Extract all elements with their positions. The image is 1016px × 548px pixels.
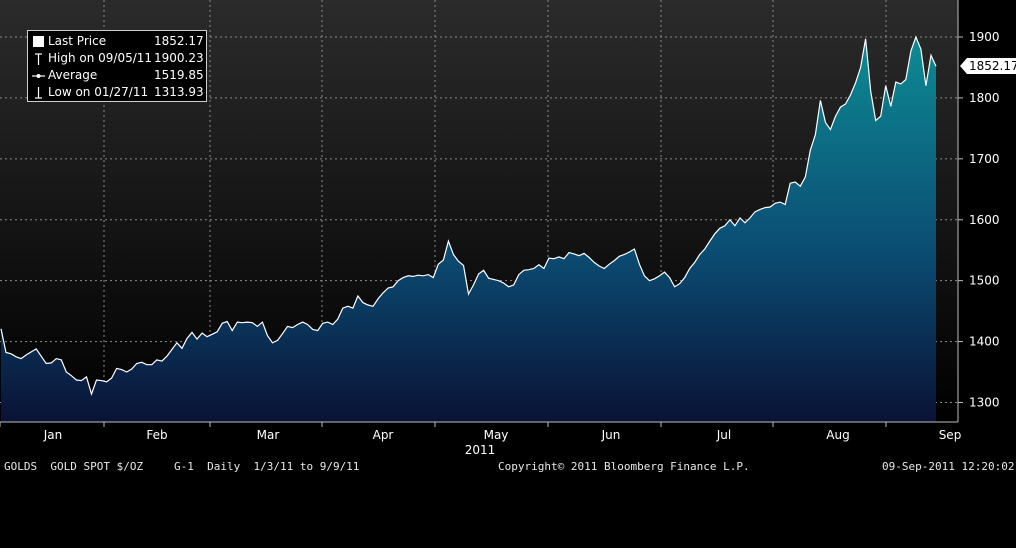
x-tick-label: Jan [43, 428, 63, 442]
x-tick-label: Mar [257, 428, 280, 442]
high-marker-icon [31, 52, 45, 65]
legend-item-high: High on 09/05/11 1900.23 [28, 50, 206, 67]
x-tick-label: Jun [601, 428, 621, 442]
y-axis: 1300 1400 1500 1600 1700 1800 1900 [958, 30, 1000, 410]
footer-copyright: Copyright© 2011 Bloomberg Finance L.P. [498, 460, 750, 473]
x-tick-label: May [484, 428, 509, 442]
y-tick-label: 1300 [969, 396, 1000, 410]
y-tick-label: 1600 [969, 213, 1000, 227]
last-price-tag: 1852.17 [960, 58, 1016, 74]
last-price-tag-label: 1852.17 [969, 59, 1016, 73]
legend-value: 1900.23 [154, 51, 204, 65]
average-marker-icon [31, 72, 45, 80]
y-tick-label: 1700 [969, 152, 1000, 166]
legend-item-average: Average 1519.85 [28, 67, 206, 84]
legend-label: Average [48, 68, 98, 82]
y-tick-label: 1500 [969, 274, 1000, 288]
legend-label: Last Price [48, 34, 107, 48]
legend-value: 1313.93 [154, 85, 204, 99]
legend-item-low: Low on 01/27/11 1313.93 [28, 84, 206, 101]
legend-value: 1852.17 [154, 34, 204, 48]
legend-value: 1519.85 [154, 68, 204, 82]
chart-legend: Last Price 1852.17 High on 09/05/11 1900… [27, 30, 207, 102]
footer-ticker: GOLDS GOLD SPOT $/OZ [4, 460, 144, 473]
price-line [0, 35, 937, 396]
x-tick-label: Aug [826, 428, 849, 442]
legend-item-last-price: Last Price 1852.17 [28, 33, 206, 50]
y-tick-label: 1400 [969, 335, 1000, 349]
year-label: 2011 [465, 443, 496, 457]
legend-label: Low on 01/27/11 [48, 85, 149, 99]
x-tick-label: Jul [716, 428, 731, 442]
y-tick-label: 1900 [969, 30, 1000, 44]
footer-bar: GOLDS GOLD SPOT $/OZ G-1 Daily 1/3/11 to… [0, 458, 1016, 476]
x-tick-label: Sep [939, 428, 962, 442]
x-tick-label: Apr [373, 428, 394, 442]
footer-settings: G-1 Daily 1/3/11 to 9/9/11 [174, 460, 360, 473]
x-tick-label: Feb [146, 428, 167, 442]
low-marker-icon [31, 86, 45, 99]
legend-label: High on 09/05/11 [48, 51, 153, 65]
footer-timestamp: 09-Sep-2011 12:20:02 [882, 460, 1015, 473]
price-area [1, 37, 936, 422]
y-tick-label: 1800 [969, 91, 1000, 105]
square-icon [31, 36, 45, 47]
x-axis: Jan Feb Mar Apr May Jun Jul Aug Sep [0, 422, 961, 442]
